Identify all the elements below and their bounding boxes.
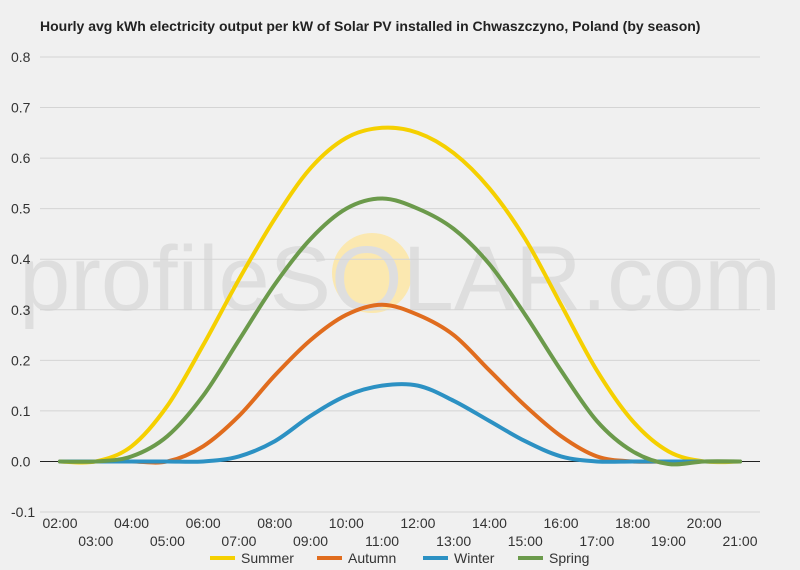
x-tick-label: 16:00 xyxy=(544,515,579,531)
y-tick-label: -0.1 xyxy=(11,504,35,520)
series-line-summer xyxy=(58,125,742,465)
legend-label-summer: Summer xyxy=(241,550,294,566)
y-tick-label: 0.3 xyxy=(11,302,31,318)
x-tick-label: 03:00 xyxy=(78,533,113,549)
chart-title: Hourly avg kWh electricity output per kW… xyxy=(40,18,701,34)
x-tick-label: 07:00 xyxy=(221,533,256,549)
x-tick-label: 05:00 xyxy=(150,533,185,549)
y-tick-label: 0.2 xyxy=(11,352,31,368)
x-tick-label: 20:00 xyxy=(687,515,722,531)
legend-label-autumn: Autumn xyxy=(348,550,396,566)
x-tick-label: 10:00 xyxy=(329,515,364,531)
x-tick-label: 02:00 xyxy=(42,515,77,531)
watermark-text: profileSOLAR.com xyxy=(19,228,781,330)
x-tick-label: 11:00 xyxy=(365,533,399,549)
x-tick-label: 19:00 xyxy=(651,533,686,549)
y-tick-label: 0.5 xyxy=(11,201,31,217)
x-tick-label: 08:00 xyxy=(257,515,292,531)
y-tick-label: 0.6 xyxy=(11,150,31,166)
x-tick-label: 18:00 xyxy=(615,515,650,531)
watermark-sun-icon xyxy=(332,233,412,313)
y-tick-label: 0.8 xyxy=(11,49,31,65)
x-tick-label: 09:00 xyxy=(293,533,328,549)
y-tick-label: 0.4 xyxy=(11,251,31,267)
x-tick-label: 04:00 xyxy=(114,515,149,531)
x-tick-label: 21:00 xyxy=(722,533,757,549)
x-tick-label: 15:00 xyxy=(508,533,543,549)
series-line-spring xyxy=(58,196,742,467)
y-tick-label: 0.7 xyxy=(11,100,31,116)
series-line-winter xyxy=(58,382,742,464)
x-tick-label: 17:00 xyxy=(579,533,614,549)
legend-label-spring: Spring xyxy=(549,550,589,566)
legend-label-winter: Winter xyxy=(454,550,495,566)
x-tick-label: 13:00 xyxy=(436,533,471,549)
x-tick-label: 14:00 xyxy=(472,515,507,531)
x-tick-label: 12:00 xyxy=(400,515,435,531)
y-tick-label: 0.1 xyxy=(11,403,31,419)
x-tick-label: 06:00 xyxy=(186,515,221,531)
y-tick-label: 0.0 xyxy=(11,453,31,469)
